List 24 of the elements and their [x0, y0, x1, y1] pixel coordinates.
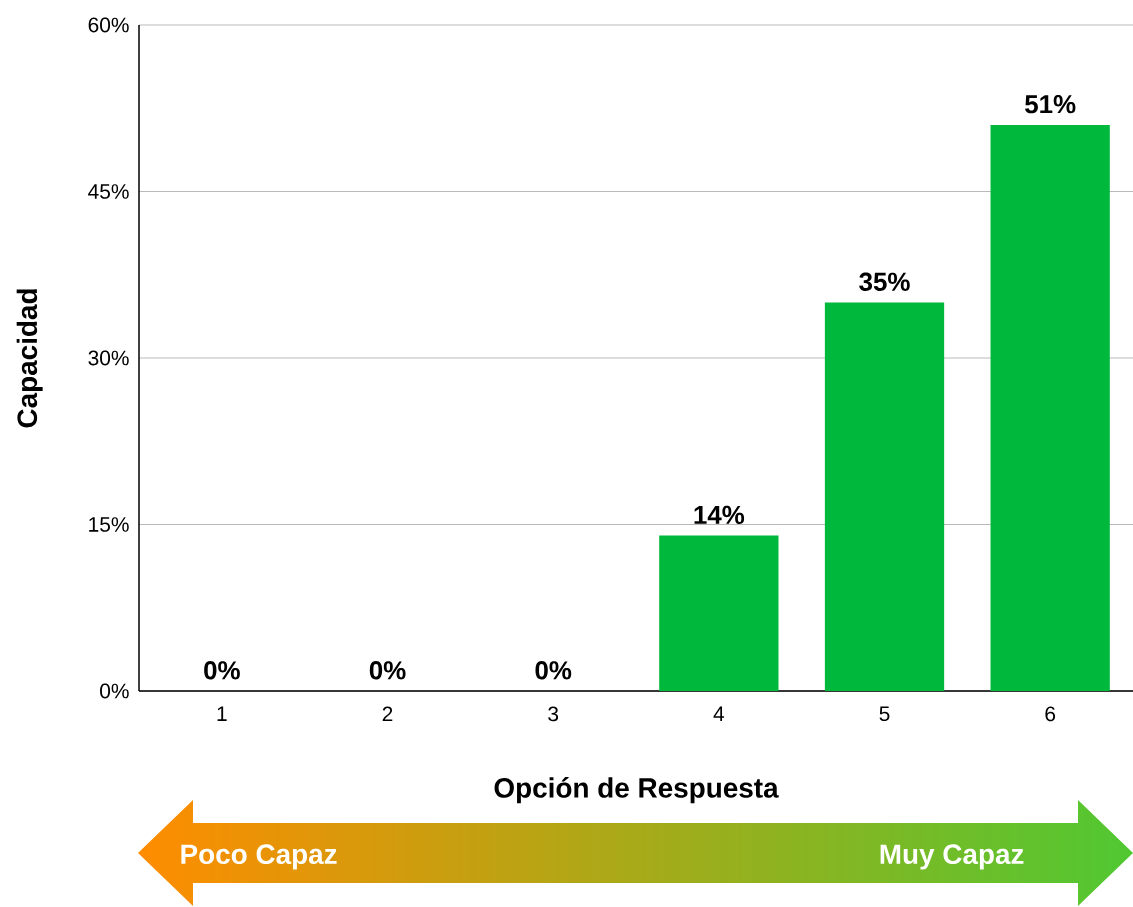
- x-tick-label: 1: [217, 706, 227, 721]
- data-label: 51%: [1025, 95, 1076, 114]
- y-tick-label: 15%: [89, 517, 129, 532]
- y-tick-label: 0%: [100, 683, 129, 699]
- y-axis-title: Capacidad: [16, 289, 43, 428]
- bar: [824, 302, 945, 691]
- data-label: 0%: [204, 661, 240, 680]
- y-tick-label: 45%: [88, 184, 129, 199]
- bar: [990, 124, 1110, 691]
- data-label: 35%: [859, 272, 910, 291]
- x-tick-label: 5: [879, 706, 890, 722]
- x-tick-label: 2: [382, 706, 393, 722]
- x-axis-title: Opción de Respuesta: [494, 777, 779, 804]
- data-label: 14%: [694, 505, 745, 525]
- x-tick-label: 6: [1045, 706, 1056, 722]
- text: Muy Capaz: [880, 844, 1024, 870]
- x-tick-label: 3: [548, 706, 559, 722]
- data-label: 0%: [369, 661, 406, 680]
- y-tick-label: 60%: [88, 17, 129, 33]
- bar: [659, 535, 779, 691]
- text: Poco Capaz: [181, 844, 337, 870]
- data-label: 0%: [535, 661, 572, 680]
- y-tick-label: 30%: [88, 350, 129, 366]
- x-tick-label: 4: [713, 706, 725, 721]
